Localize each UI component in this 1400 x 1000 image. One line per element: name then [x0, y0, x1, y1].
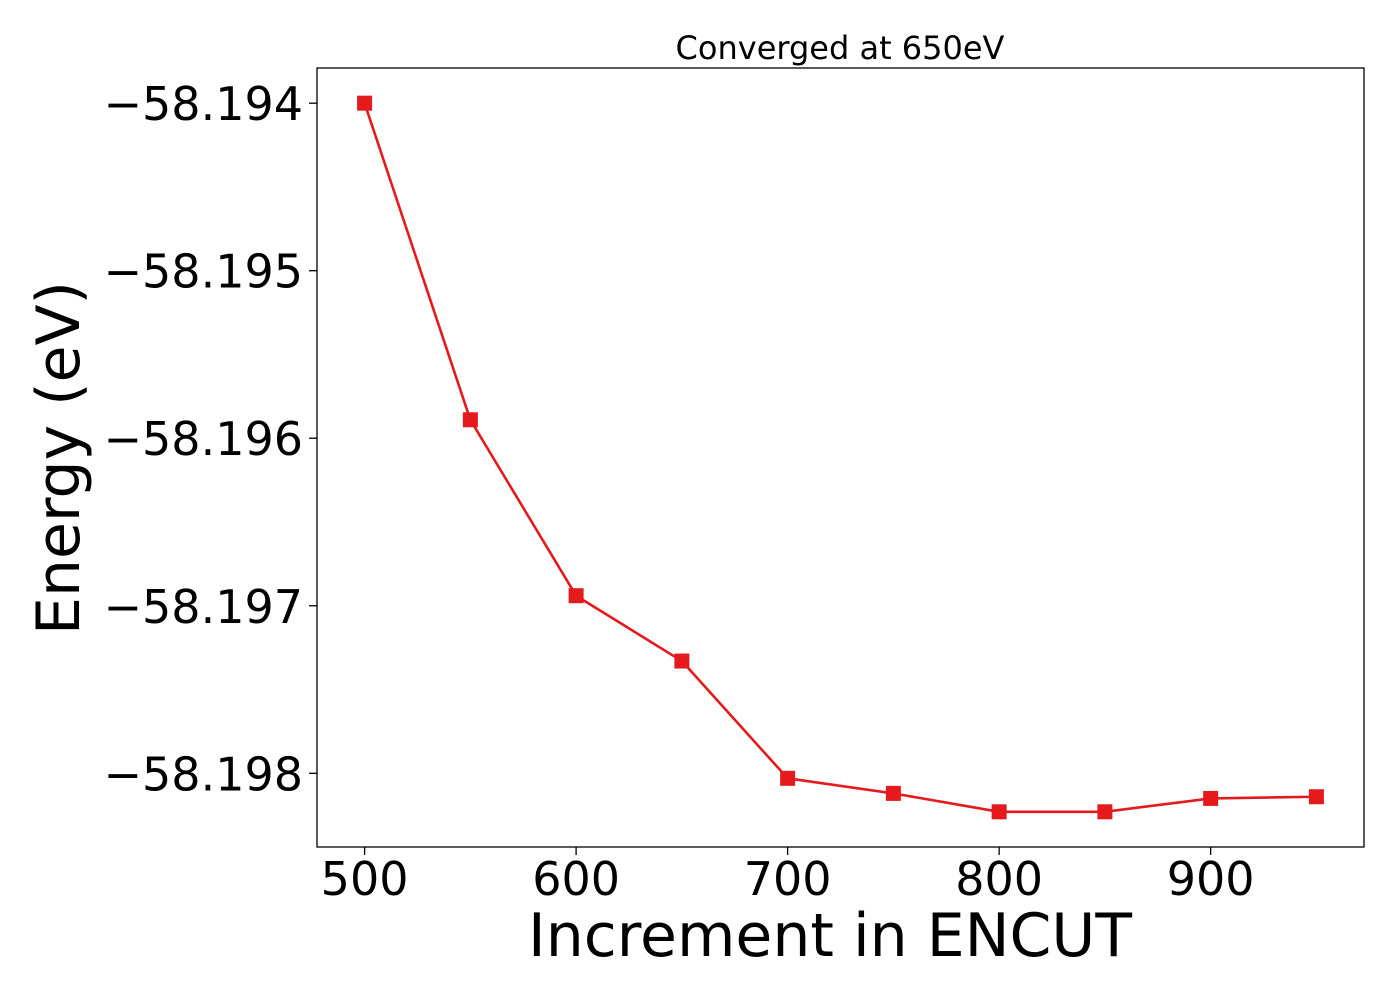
data-point [1203, 790, 1219, 806]
x-axis: 500 600 700 800 900 [321, 847, 1255, 906]
y-tick-label: −58.195 [104, 245, 304, 299]
x-tick-label: 800 [955, 852, 1043, 906]
x-tick-label: 700 [744, 852, 832, 906]
data-point [568, 588, 584, 604]
y-tick-label: −58.197 [104, 580, 304, 634]
data-point [462, 412, 478, 428]
y-tick-label: −58.196 [104, 412, 304, 466]
data-point [885, 785, 901, 801]
plot-area [316, 67, 1365, 848]
y-axis: −58.194 −58.195 −58.196 −58.197 −58.198 [104, 77, 317, 801]
data-point [357, 95, 373, 111]
chart-title: Converged at 650eV [676, 29, 1005, 67]
x-tick-label: 500 [321, 852, 409, 906]
x-axis-label: Increment in ENCUT [528, 901, 1132, 971]
y-tick-label: −58.194 [104, 77, 304, 131]
y-tick-label: −58.198 [104, 747, 304, 801]
x-tick-label: 600 [532, 852, 620, 906]
plot-frame [316, 67, 1365, 848]
data-point [1308, 789, 1324, 805]
data-point [991, 804, 1007, 820]
data-point [780, 770, 796, 786]
x-tick-label: 900 [1167, 852, 1255, 906]
data-point [1097, 804, 1113, 820]
series-line [363, 102, 1317, 814]
data-series [357, 95, 1324, 820]
data-point [674, 653, 690, 669]
y-axis-label: Energy (eV) [24, 281, 94, 635]
